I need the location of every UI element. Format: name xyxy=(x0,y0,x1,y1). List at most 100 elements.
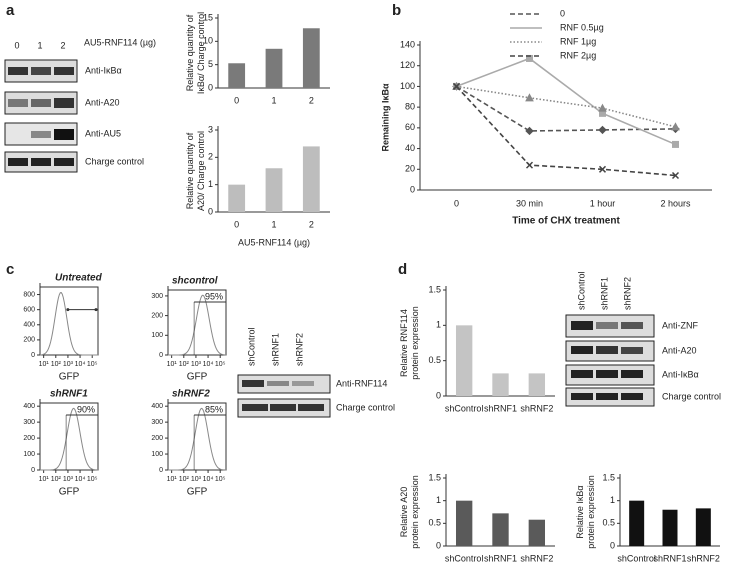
x-axis-label: Time of CHX treatment xyxy=(512,216,620,227)
x-tick-label: shRNF2 xyxy=(520,403,553,413)
blot-header: AU5-RNF114 (µg) xyxy=(84,37,156,47)
x-tick-label: 10⁴ xyxy=(203,361,214,368)
plot-title: shRNF1 xyxy=(50,389,88,400)
marker xyxy=(525,126,534,136)
x-axis-label: GFP xyxy=(187,372,208,383)
marker xyxy=(672,140,679,148)
x-tick-label: 10³ xyxy=(63,361,74,368)
legend-label: RNF 1µg xyxy=(560,36,596,46)
y-tick-label: 0 xyxy=(208,206,213,216)
bar xyxy=(455,325,473,396)
y-axis-label: protein expression xyxy=(410,475,420,549)
y-tick-label: 0 xyxy=(410,184,415,194)
y-tick-label: 600 xyxy=(23,307,35,314)
y-tick-label: 1.5 xyxy=(428,284,441,294)
plot-title: shcontrol xyxy=(172,276,218,287)
gate-label: 85% xyxy=(205,404,223,414)
y-tick-label: 0.5 xyxy=(602,518,615,528)
y-axis-label: Relative IκBα xyxy=(575,485,585,538)
x-tick-label: 2 xyxy=(309,219,314,229)
bar xyxy=(528,519,546,546)
marker xyxy=(598,103,607,112)
y-tick-label: 140 xyxy=(400,39,415,49)
x-tick-label: 10⁴ xyxy=(75,476,86,483)
series-line xyxy=(456,85,676,128)
y-axis-label: Relative quantity of xyxy=(185,132,195,209)
lane-label: shRNF1 xyxy=(270,333,280,366)
x-tick-label: 10⁴ xyxy=(203,476,214,483)
x-tick-label: 10² xyxy=(51,361,62,368)
y-tick-label: 0 xyxy=(436,540,441,550)
bar xyxy=(228,63,246,88)
x-tick-label: shControl xyxy=(445,403,484,413)
blot-label: Anti-IκBα xyxy=(85,65,122,75)
histogram-curve xyxy=(168,407,227,471)
y-axis-label: protein expression xyxy=(410,306,420,380)
y-axis-label: IκBα/ Charge control xyxy=(196,12,206,94)
y-tick-label: 100 xyxy=(400,81,415,91)
y-tick-label: 0.5 xyxy=(428,518,441,528)
bar xyxy=(455,500,473,546)
x-tick-label: 0 xyxy=(234,219,239,229)
x-tick-label: 10⁵ xyxy=(215,361,226,368)
lane-label: shControl xyxy=(246,327,256,366)
y-tick-label: 300 xyxy=(151,419,163,426)
marker xyxy=(525,161,534,169)
x-tick-label: 10¹ xyxy=(167,476,178,483)
panel-letter: a xyxy=(6,2,15,19)
series-line xyxy=(455,85,676,177)
x-tick-label: shRNF2 xyxy=(520,553,553,563)
lane-label: 0 xyxy=(14,40,19,50)
marker xyxy=(598,165,607,173)
y-tick-label: 400 xyxy=(23,403,35,410)
y-tick-label: 40 xyxy=(405,143,415,153)
y-axis-label: Remaining IκBα xyxy=(380,83,390,152)
gate xyxy=(66,308,70,312)
legend-label: 0 xyxy=(560,8,565,18)
x-tick-label: 10⁴ xyxy=(75,361,86,368)
lane-label: shRNF2 xyxy=(294,333,304,366)
y-tick-label: 0 xyxy=(31,352,35,359)
x-tick-label: shRNF1 xyxy=(484,553,517,563)
y-tick-label: 0 xyxy=(159,467,163,474)
series-line xyxy=(456,85,676,132)
legend-label: RNF 0.5µg xyxy=(560,22,604,32)
x-tick-label: 10² xyxy=(179,361,190,368)
plot-frame xyxy=(39,286,99,356)
y-tick-label: 0 xyxy=(31,467,35,474)
blot-label: Charge control xyxy=(336,402,395,412)
blot-label: Charge control xyxy=(85,156,144,166)
y-axis-label: Relative RNF114 xyxy=(399,309,409,377)
bar xyxy=(228,184,246,212)
marker xyxy=(452,82,461,90)
bar xyxy=(528,373,546,396)
blot-d xyxy=(565,314,655,407)
bar xyxy=(492,513,509,546)
y-axis-label: Relative A20 xyxy=(399,487,409,538)
bar xyxy=(302,146,320,212)
x-tick-label: shRNF2 xyxy=(687,553,720,563)
x-tick-label: 0 xyxy=(454,198,459,208)
y-tick-label: 400 xyxy=(23,322,35,329)
x-tick-label: shControl xyxy=(617,553,656,563)
x-axis-label: GFP xyxy=(187,487,208,498)
lane-label: 1 xyxy=(37,40,42,50)
marker xyxy=(671,171,680,180)
lane-label: 2 xyxy=(60,40,65,50)
x-tick-label: 10⁵ xyxy=(87,361,98,368)
x-tick-label: 10³ xyxy=(191,476,202,483)
panel-letter: c xyxy=(6,261,14,278)
y-tick-label: 200 xyxy=(151,312,163,319)
y-tick-label: 1 xyxy=(436,495,441,505)
bar xyxy=(302,28,320,88)
y-tick-label: 100 xyxy=(151,332,163,339)
y-tick-label: 100 xyxy=(151,451,163,458)
x-tick-label: shRNF1 xyxy=(653,553,686,563)
marker xyxy=(525,93,534,102)
histogram-curve xyxy=(39,292,98,356)
y-tick-label: 10 xyxy=(203,36,213,46)
y-tick-label: 60 xyxy=(405,122,415,132)
plot-title: shRNF2 xyxy=(172,389,210,400)
y-tick-label: 3 xyxy=(208,124,213,134)
